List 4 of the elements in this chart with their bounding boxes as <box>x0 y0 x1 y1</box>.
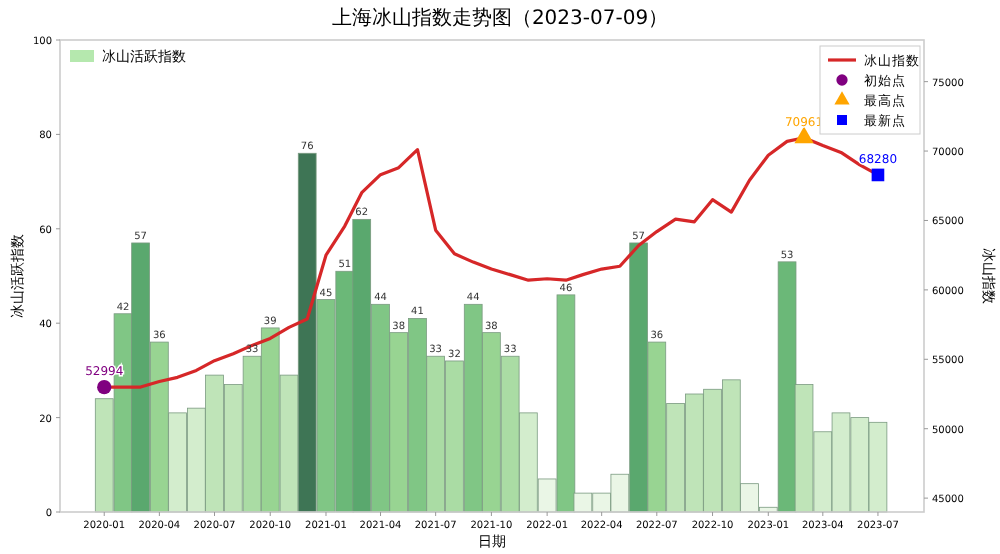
point <box>97 380 112 395</box>
point <box>871 168 885 182</box>
chart-title: 上海冰山指数走势图（2023-07-09） <box>331 6 669 30</box>
point <box>794 126 814 144</box>
